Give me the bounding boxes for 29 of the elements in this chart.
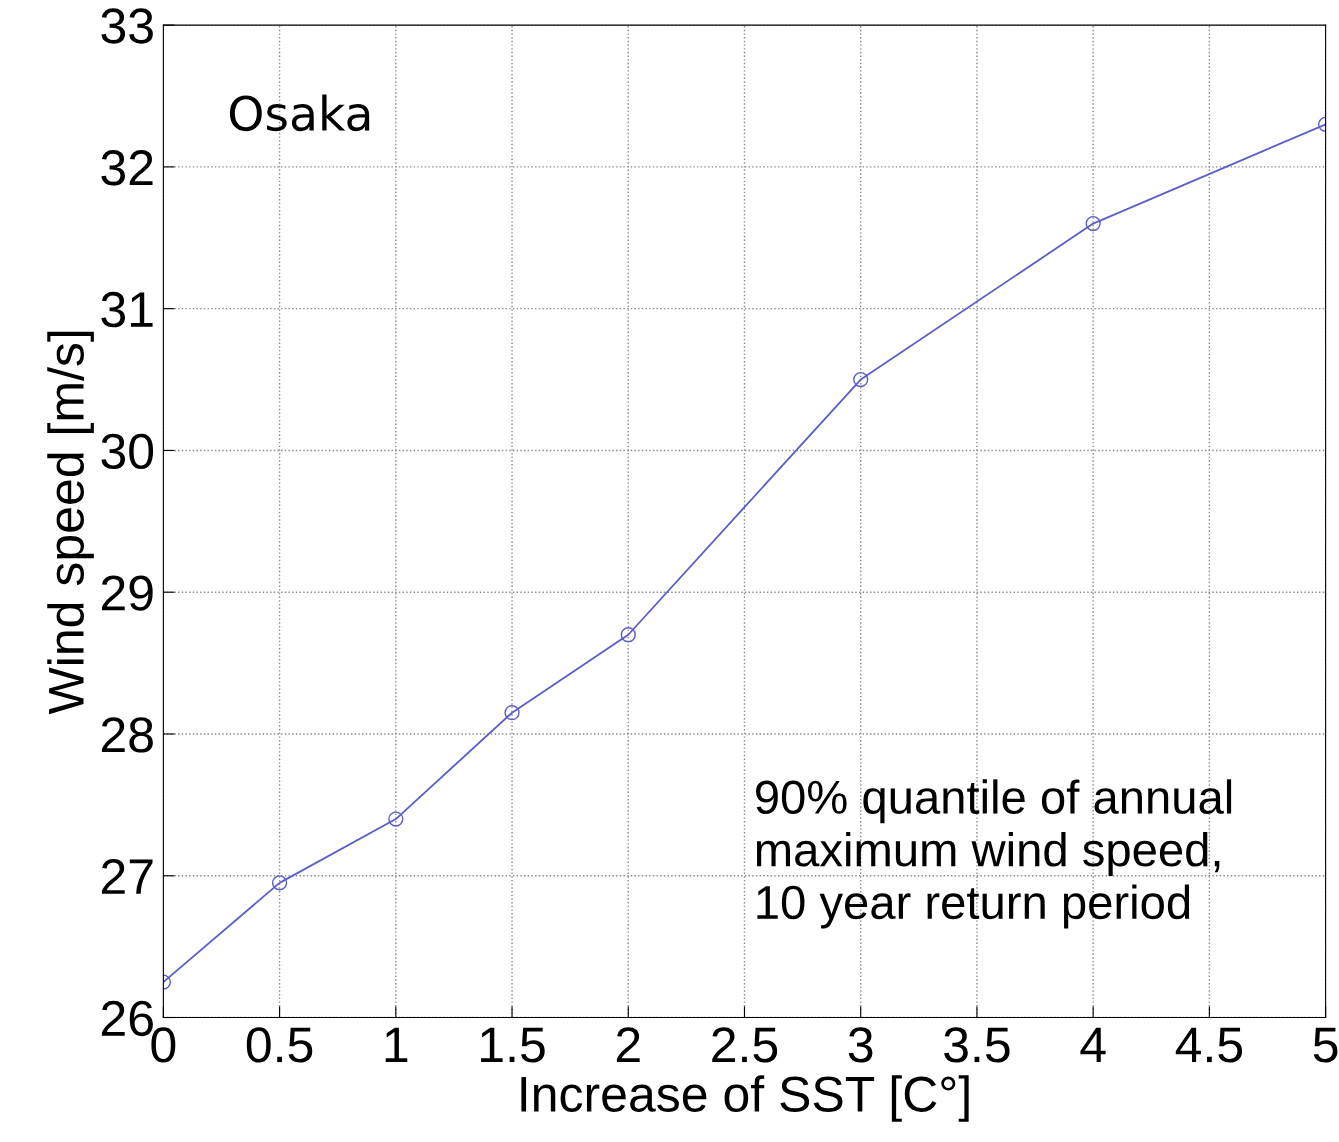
x-tick-label: 1.5 <box>481 1027 545 1063</box>
x-tick-label: 3.5 <box>944 1027 1010 1063</box>
x-axis-title: Increase of SST [C°] <box>521 1075 969 1122</box>
y-tick-label: 32 <box>101 150 153 186</box>
y-tick-label: 26 <box>101 1000 153 1037</box>
annotation: 90% quantile of annual maximum wind speed, 10 year return period <box>756 779 1232 929</box>
y-tick-label: 30 <box>101 433 154 470</box>
point <box>271 875 288 891</box>
y-tick-label: 33 <box>101 8 153 44</box>
y-tick-label: 27 <box>101 858 153 894</box>
x-tick-label: 2.5 <box>712 1027 778 1063</box>
x-tick-label: 1 <box>385 1027 408 1063</box>
x-tick-label: 4 <box>1080 1027 1106 1063</box>
x-tick-label: 4.5 <box>1175 1027 1243 1063</box>
y-tick-label: 29 <box>101 575 153 611</box>
annotation: Osaka <box>229 94 370 132</box>
x-tick-label: 2 <box>616 1027 640 1063</box>
x-tick-label: 3 <box>848 1027 873 1063</box>
point <box>620 627 636 643</box>
point <box>1085 215 1101 232</box>
x-tick-label: 5 <box>1313 1027 1338 1063</box>
point <box>853 371 869 388</box>
y-tick-label: 28 <box>101 717 153 753</box>
point <box>388 811 404 827</box>
y-axis-title: Wind speed [m/s] <box>47 331 94 715</box>
point <box>504 705 520 721</box>
x-tick-label: 0.5 <box>246 1027 313 1063</box>
y-tick-label: 31 <box>101 291 153 328</box>
x-tick-label: 0 <box>151 1027 176 1063</box>
